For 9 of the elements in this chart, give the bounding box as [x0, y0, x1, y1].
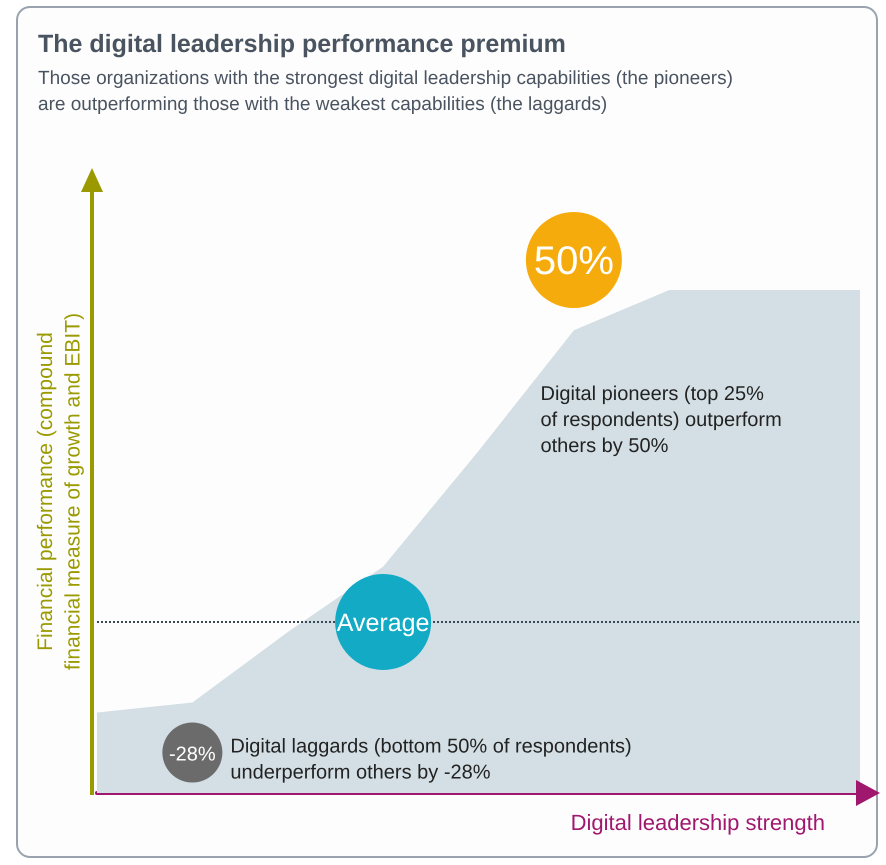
- annotation: Digital laggards (bottom 50% of respondents) underperform others by -28%: [230, 736, 632, 784]
- chart-title: The digital leadership performance premium: [38, 30, 566, 59]
- y-axis-title: Financial performance (compound financial measure of growth and EBIT): [34, 312, 84, 670]
- annotation: Digital pioneers (top 25% of respondents) outperform others by 50%: [540, 383, 782, 457]
- ref-line-label: Average: [336, 608, 430, 637]
- annotation: -28%: [169, 744, 216, 766]
- x-axis-title: Digital leadership strength: [570, 810, 825, 835]
- text: 50%: [534, 239, 614, 283]
- chart-subtitle: Those organizations with the strongest digital leadership capabilities (the pioneers) are outperforming those with the weakest capabilities (the laggards): [38, 67, 733, 117]
